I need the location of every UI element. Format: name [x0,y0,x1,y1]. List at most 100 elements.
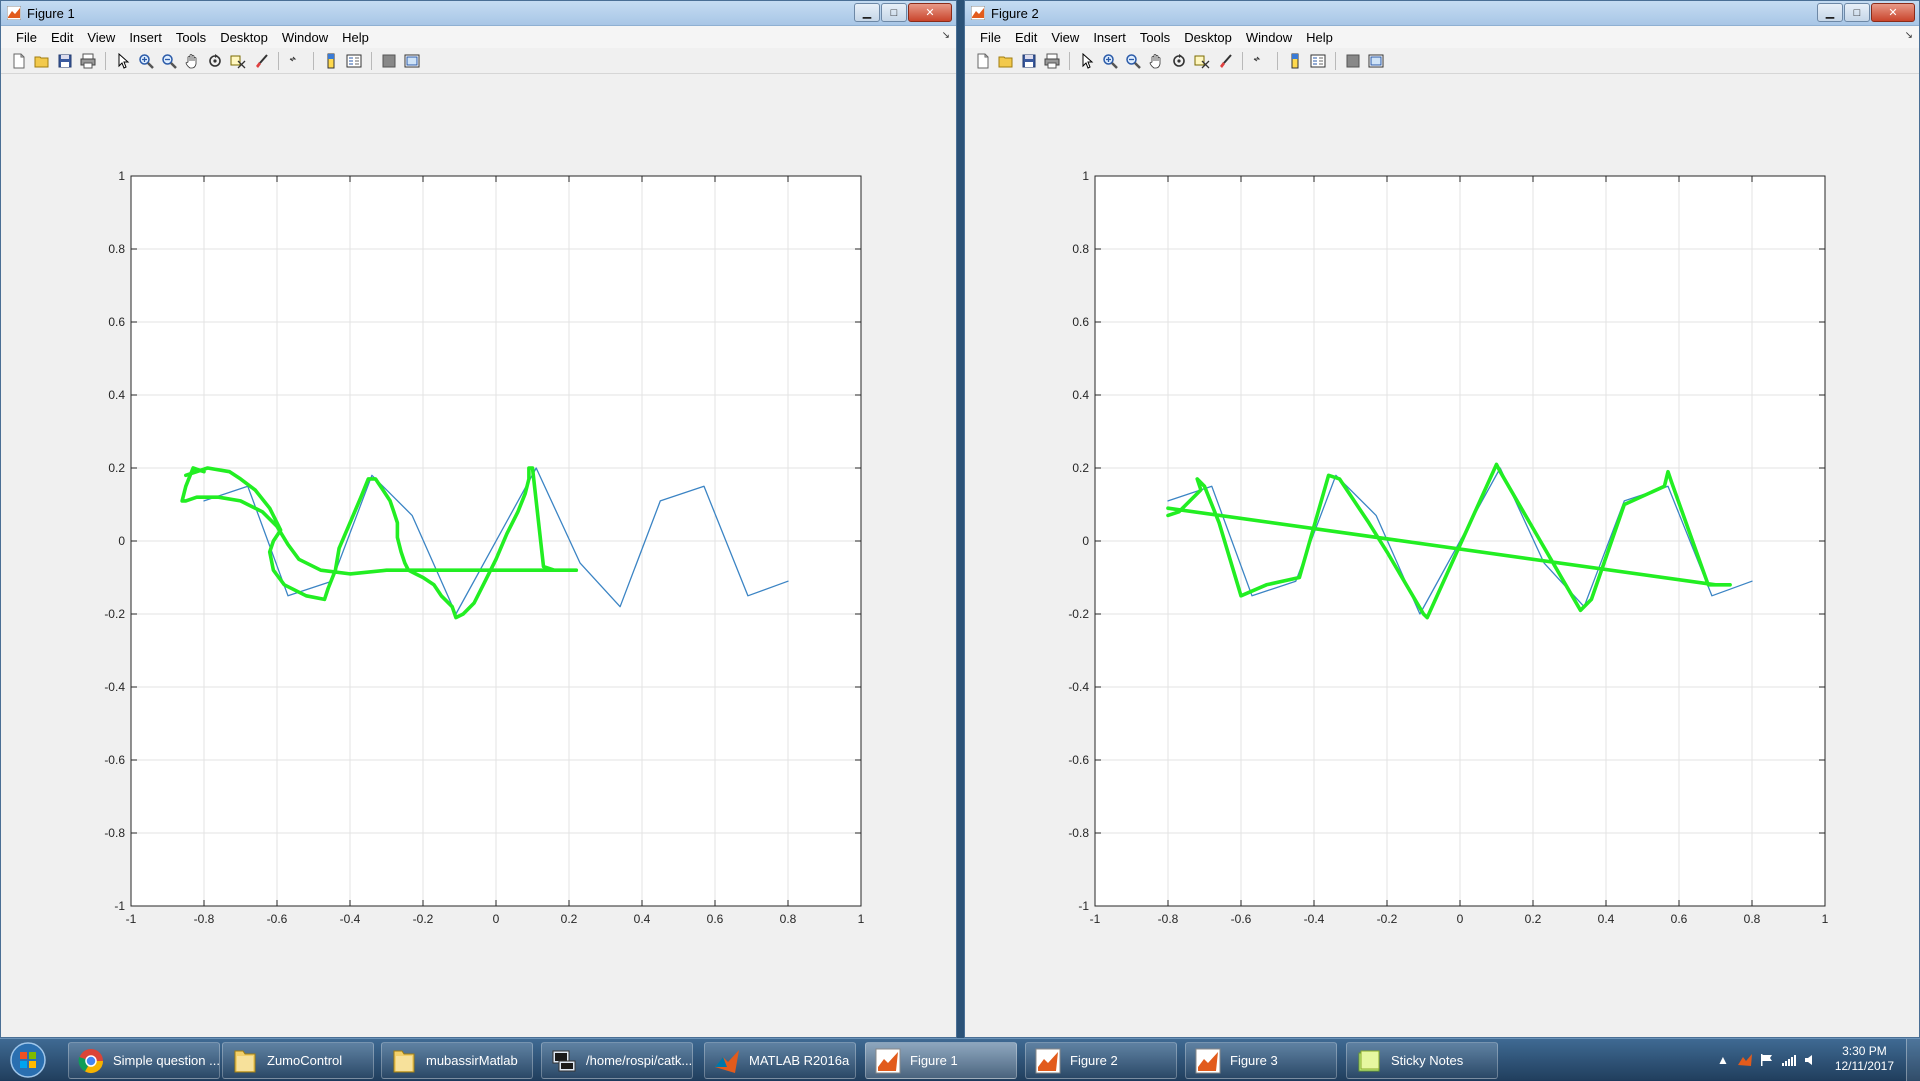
folder-icon [393,1050,415,1072]
taskbar-item-label: Figure 2 [1070,1053,1118,1068]
pointer-icon[interactable] [1077,51,1097,71]
clock[interactable]: 3:30 PM 12/11/2017 [1835,1044,1894,1074]
data-cursor-icon[interactable] [228,51,248,71]
pan-icon[interactable] [182,51,202,71]
dock-arrow-icon[interactable]: ↘ [1904,30,1913,41]
zoom-out-icon[interactable] [159,51,179,71]
taskbar-item[interactable]: MATLAB R2016a [704,1042,856,1079]
zoom-in-icon[interactable] [136,51,156,71]
show-plot-tools-icon[interactable] [1366,51,1386,71]
rotate-icon[interactable] [1169,51,1189,71]
figure-canvas: -1 -0.8 -0.6 -0.4 -0.2 0 0.2 0.4 0.6 0.8 1 1 0.8 0.6 0… [1068,169,1828,926]
taskbar-item[interactable]: Simple question ... [68,1042,220,1079]
matlab-tray-icon[interactable] [1736,1051,1754,1069]
taskbar-item[interactable]: Sticky Notes [1346,1042,1498,1079]
title-bar[interactable]: Figure 1 ▁ □ ✕ [1,1,956,26]
network-icon[interactable] [1780,1051,1798,1069]
show-plot-tools-icon[interactable] [402,51,422,71]
menu-window[interactable]: Window [281,29,329,45]
minimize-button[interactable]: ▁ [854,3,880,22]
close-button[interactable]: ✕ [1871,3,1915,22]
minimize-button[interactable]: ▁ [1817,3,1843,22]
menu-desktop[interactable]: Desktop [1184,29,1232,45]
brush-icon[interactable] [1215,51,1235,71]
menu-desktop[interactable]: Desktop [220,29,268,45]
y-tick-label: 1 [1082,169,1089,183]
sticky-notes-icon [1358,1050,1380,1071]
taskbar-item[interactable]: Figure 1 [865,1042,1017,1079]
taskbar-item-label: Simple question ... [113,1053,220,1068]
colorbar-icon[interactable] [321,51,341,71]
open-file-icon[interactable] [996,51,1016,71]
y-tick-label: 0.6 [108,315,125,329]
title-bar[interactable]: Figure 2 ▁ □ ✕ [965,1,1919,26]
menu-view[interactable]: View [1051,29,1080,45]
pan-icon[interactable] [1146,51,1166,71]
zoom-in-icon[interactable] [1100,51,1120,71]
legend-icon[interactable] [344,51,364,71]
x-tick-label: -0.4 [1304,912,1325,926]
windows-logo-icon [10,1042,46,1078]
close-button[interactable]: ✕ [908,3,952,22]
show-desktop-button[interactable] [1906,1039,1920,1081]
y-tick-label: 0.2 [108,461,125,475]
x-tick-label: 0.2 [1525,912,1542,926]
taskbar-item[interactable]: Figure 3 [1185,1042,1337,1079]
green-series-line [180,466,579,620]
new-figure-icon[interactable] [9,51,29,71]
tray-overflow-icon[interactable]: ▲ [1717,1053,1729,1067]
taskbar-item[interactable]: /home/rospi/catk... [541,1042,693,1079]
colorbar-icon[interactable] [1285,51,1305,71]
y-tick-label: 0.8 [108,242,125,256]
zoom-out-icon[interactable] [1123,51,1143,71]
y-tick-label: 1 [118,169,125,183]
x-tick-label: 0.4 [634,912,651,926]
link-plot-icon[interactable] [1250,51,1270,71]
menu-insert[interactable]: Insert [1093,29,1126,45]
legend-icon[interactable] [1308,51,1328,71]
menu-window[interactable]: Window [1245,29,1293,45]
maximize-button[interactable]: □ [881,3,907,22]
start-button[interactable] [4,1040,52,1080]
menu-insert[interactable]: Insert [129,29,162,45]
hide-plot-tools-icon[interactable] [379,51,399,71]
toolbar-separator [1335,51,1336,70]
brush-icon[interactable] [251,51,271,71]
link-plot-icon[interactable] [286,51,306,71]
volume-icon[interactable] [1802,1051,1820,1069]
maximize-button[interactable]: □ [1844,3,1870,22]
taskbar-item[interactable]: ZumoControl [222,1042,374,1079]
taskbar-item[interactable]: Figure 2 [1025,1042,1177,1079]
open-file-icon[interactable] [32,51,52,71]
print-icon[interactable] [78,51,98,71]
menu-help[interactable]: Help [1306,29,1333,45]
save-icon[interactable] [1019,51,1039,71]
menu-tools[interactable]: Tools [1139,29,1171,45]
save-icon[interactable] [55,51,75,71]
matlab-icon [715,1049,739,1073]
menu-file[interactable]: File [16,29,37,45]
axes-box [130,175,862,907]
print-icon[interactable] [1042,51,1062,71]
hide-plot-tools-icon[interactable] [1343,51,1363,71]
taskbar-item-label: /home/rospi/catk... [586,1053,693,1068]
green-series-line [1166,462,1732,620]
action-center-flag-icon[interactable] [1758,1051,1776,1069]
taskbar-item[interactable]: mubassirMatlab [381,1042,533,1079]
y-tick-label: -0.4 [1068,680,1089,694]
menu-edit[interactable]: Edit [1014,29,1038,45]
x-tick-label: 0.4 [1598,912,1615,926]
menu-edit[interactable]: Edit [50,29,74,45]
menu-view[interactable]: View [87,29,116,45]
menu-help[interactable]: Help [342,29,369,45]
pointer-icon[interactable] [113,51,133,71]
axes-box [1094,175,1826,907]
rotate-icon[interactable] [205,51,225,71]
menu-tools[interactable]: Tools [175,29,207,45]
figure-area: -1 -0.8 -0.6 -0.4 -0.2 0 0.2 0.4 0.6 0.8 1 1 0.8 0.6 0… [965,75,1919,1037]
dock-arrow-icon[interactable]: ↘ [941,30,950,41]
menu-file[interactable]: File [980,29,1001,45]
data-cursor-icon[interactable] [1192,51,1212,71]
new-figure-icon[interactable] [973,51,993,71]
